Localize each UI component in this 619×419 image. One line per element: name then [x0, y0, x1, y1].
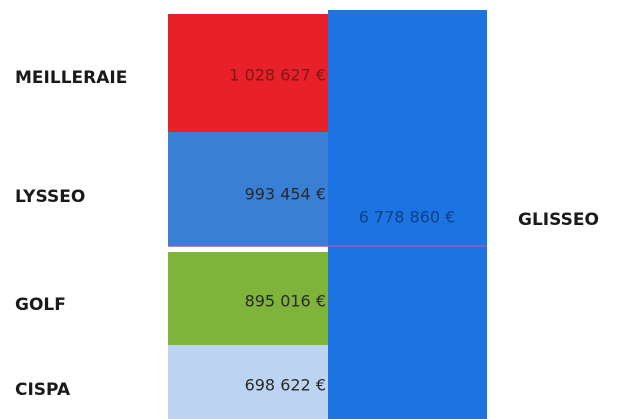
- segment-block: [168, 14, 328, 132]
- segment-value: 993 454 €: [245, 185, 326, 204]
- segment-block: [168, 252, 328, 345]
- total-value: 6 778 860 €: [359, 208, 456, 227]
- segment-label: GOLF: [15, 295, 66, 315]
- total-label: GLISSEO: [518, 210, 599, 230]
- segment-value: 1 028 627 €: [229, 66, 326, 85]
- total-block: [328, 10, 487, 419]
- segment-label: MEILLERAIE: [15, 68, 127, 88]
- segment-label: CISPA: [15, 380, 71, 400]
- segment-block: [168, 132, 328, 246]
- segment-block: [168, 345, 328, 419]
- segment-label: LYSSEO: [15, 187, 85, 207]
- segment-value: 698 622 €: [245, 376, 326, 395]
- segment-value: 895 016 €: [245, 292, 326, 311]
